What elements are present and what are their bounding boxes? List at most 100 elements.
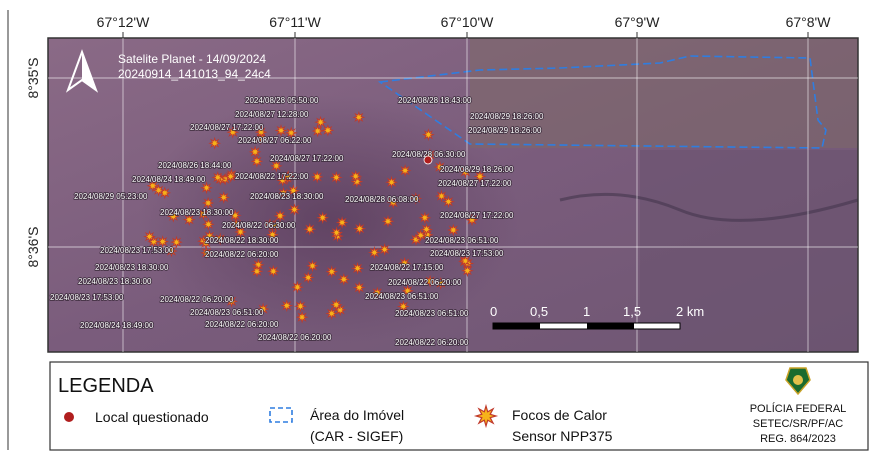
image-caption: 20240914_141013_94_24c4	[118, 67, 271, 81]
agency-text: SETEC/SR/PF/AC	[753, 418, 844, 430]
fire-spot	[354, 112, 364, 122]
fire-label: 2024/08/22 17:15:00	[370, 263, 444, 272]
fire-label: 2024/08/24 18:49:00	[80, 321, 154, 330]
fire-label: 2024/08/23 18:30:00	[160, 208, 234, 217]
fire-label: 2024/08/23 06:51:00	[425, 236, 499, 245]
fire-spot	[145, 232, 155, 242]
scale-label: 1	[583, 304, 590, 319]
coord-label: 67°8'W	[786, 14, 832, 30]
fire-label: 2024/08/22 06:20:00	[395, 338, 469, 347]
fire-spot	[383, 216, 393, 226]
fire-spot	[331, 172, 341, 182]
scale-label: 0	[490, 304, 497, 319]
fire-label: 2024/08/23 18:30:00	[250, 192, 324, 201]
coord-label: 67°9'W	[615, 14, 661, 30]
fire-label: 2024/08/22 17:22:00	[235, 172, 309, 181]
legend-symbol	[476, 406, 496, 426]
scale-label: 1,5	[623, 304, 641, 319]
fire-spot	[297, 312, 307, 322]
legend-title: LEGENDA	[58, 375, 154, 397]
fire-label: 2024/08/28 06:08:00	[345, 195, 419, 204]
coord-label: 67°12'W	[97, 14, 150, 30]
image-caption: Satelite Planet - 14/09/2024	[118, 52, 266, 66]
fire-spot	[437, 191, 447, 201]
fire-label: 2024/08/27 17:22:00	[190, 123, 264, 132]
fire-label: 2024/08/29 18:26:00	[468, 126, 542, 135]
fire-spot	[387, 177, 397, 187]
fire-label: 2024/08/23 18:30:00	[78, 277, 152, 286]
fire-spot	[202, 183, 212, 193]
fire-label: 2024/08/29 05:23:00	[74, 192, 148, 201]
fire-label: 2024/08/27 12:28:00	[235, 110, 309, 119]
fire-spot	[252, 266, 262, 276]
fire-label: 2024/08/27 17:22:00	[270, 154, 344, 163]
fire-label: 2024/08/22 18:30:00	[205, 236, 279, 245]
fire-label: 2024/08/28 18:43:00	[398, 96, 472, 105]
agency-text: POLÍCIA FEDERAL	[750, 402, 847, 415]
fire-label: 2024/08/22 06:20:00	[205, 250, 279, 259]
fire-label: 2024/08/23 06:51:00	[190, 308, 264, 317]
coord-label: 67°11'W	[269, 14, 321, 30]
fire-label: 2024/08/22 06:20:00	[205, 320, 279, 329]
scale-label: 0,5	[530, 304, 548, 319]
legend-label: (CAR - SIGEF)	[310, 428, 403, 444]
coord-label: 8°36'S	[25, 227, 41, 268]
fire-spot	[318, 213, 328, 223]
map-frame: Satelite Planet - 14/09/2024 20240914_14…	[48, 38, 858, 352]
legend: LEGENDA Local questionado Área do Imóvel…	[50, 362, 868, 450]
fire-label: 2024/08/23 17:53:00	[430, 249, 504, 258]
fire-spot	[275, 211, 285, 221]
fire-label: 2024/08/27 17:22:00	[438, 179, 512, 188]
fire-spot	[339, 274, 349, 284]
fire-label: 2024/08/22 06:20:00	[388, 278, 462, 287]
fire-spot	[327, 267, 337, 277]
fire-spot	[423, 130, 433, 140]
fire-spot	[380, 244, 390, 254]
fire-spot	[331, 300, 341, 310]
fire-spot	[337, 218, 347, 228]
legend-label: Área do Imóvel	[310, 407, 404, 423]
fire-spot	[316, 117, 326, 127]
fire-label: 2024/08/24 18:49:00	[132, 175, 206, 184]
fire-spot	[369, 248, 379, 258]
fire-label: 2024/08/29 18:26:00	[470, 112, 544, 121]
fire-spot	[289, 205, 299, 215]
fire-spot	[323, 125, 333, 135]
fire-label: 2024/08/27 06:22:00	[238, 136, 312, 145]
fire-spot	[332, 228, 342, 238]
fire-spot	[313, 126, 323, 136]
scale-label: 2 km	[676, 304, 704, 319]
fire-spot	[213, 172, 223, 182]
fire-label: 2024/08/29 18:26:00	[440, 165, 514, 174]
fire-spot	[268, 266, 278, 276]
fire-spot	[354, 283, 364, 293]
agency-text: REG. 864/2023	[760, 433, 836, 445]
fire-label: 2024/08/22 06:30:00	[222, 221, 296, 230]
fire-spot	[355, 224, 365, 234]
fire-spot	[462, 266, 472, 276]
fire-spot	[351, 171, 361, 181]
fire-label: 2024/08/26 18:44:00	[158, 161, 232, 170]
legend-label: Focos de Calor	[512, 407, 607, 423]
fire-spot	[422, 224, 432, 234]
fire-spot	[250, 147, 260, 157]
fire-spot	[282, 301, 292, 311]
legend-symbol	[64, 412, 74, 422]
fire-spot	[252, 156, 262, 166]
fire-label: 2024/08/27 17:22:00	[440, 211, 514, 220]
fire-spot	[296, 301, 306, 311]
coord-label: 67°10'W	[441, 14, 494, 30]
map-page: Satelite Planet - 14/09/2024 20240914_14…	[0, 0, 888, 459]
fire-spot	[420, 213, 430, 223]
fire-spot	[353, 263, 363, 273]
fire-label: 2024/08/22 06:20:00	[258, 333, 332, 342]
legend-label: Sensor NPP375	[512, 428, 613, 444]
fire-label: 2024/08/23 06:51:00	[365, 292, 439, 301]
fire-spot	[276, 126, 286, 136]
legend-label: Local questionado	[95, 409, 209, 425]
fire-spot	[312, 172, 322, 182]
fire-spot	[203, 198, 213, 208]
fire-spot	[292, 282, 302, 292]
fire-label: 2024/08/28 05:50:00	[245, 96, 319, 105]
fire-spot	[444, 197, 454, 207]
